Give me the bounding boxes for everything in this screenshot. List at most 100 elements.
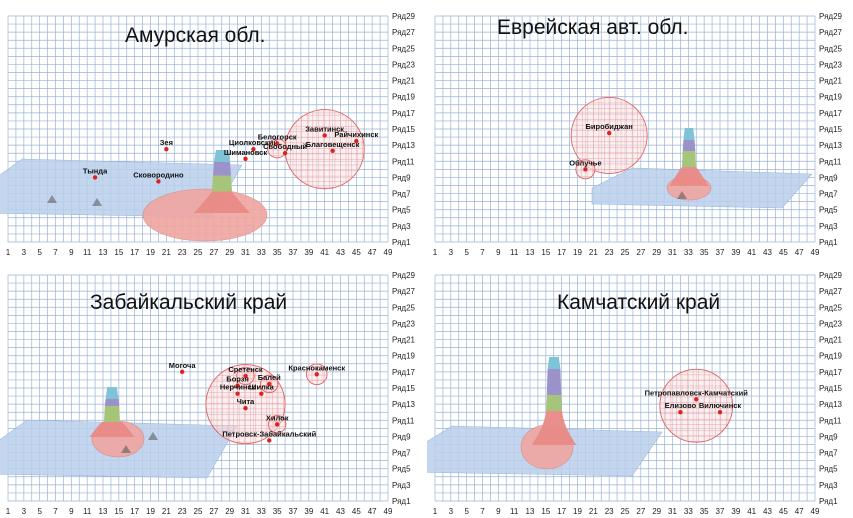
x-tick-label: 49 [811,507,820,516]
y-tick-label: Ряд7 [392,449,411,458]
y-tick-label: Ряд9 [819,173,838,182]
x-tick-label: 13 [526,507,535,516]
y-tick-label: Ряд25 [392,303,416,312]
city-label: Нерчинск [220,383,256,392]
x-tick-label: 47 [795,507,804,516]
x-tick-label: 31 [668,507,677,516]
chart-panel-zabaikal: 1 3 5 7 9 11 13 15 17 19 21 23 25 27 29 31 33 35 37 39 41 43 4… [0,259,426,518]
x-tick-label: 23 [605,507,614,516]
x-tick-label: 7 [53,248,58,257]
x-tick-label: 5 [37,248,42,257]
city-marker [694,397,699,402]
y-tick-label: Ряд29 [392,12,416,21]
x-tick-label: 31 [241,507,250,516]
city-label: Циолковский [229,138,278,147]
y-tick-label: Ряд1 [392,497,411,506]
x-tick-label: 47 [368,507,377,516]
highlight-circle-grid [268,415,286,433]
x-tick-label: 33 [684,248,693,257]
x-tick-label: 29 [225,248,234,257]
city-label: Свободный [263,142,307,151]
y-tick-label: Ряд21 [819,336,843,345]
surface-3d [427,357,663,477]
city-marker [235,391,240,396]
x-tick-label: 23 [178,248,187,257]
y-tick-label: Ряд1 [819,238,838,247]
x-tick-label: 11 [510,507,519,516]
y-tick-label: Ряд3 [819,481,838,490]
x-tick-label: 43 [763,248,772,257]
y-tick-label: Ряд17 [819,109,843,118]
y-tick-label: Ряд27 [392,287,416,296]
x-tick-label: 1 [433,248,438,257]
y-tick-label: Ряд3 [819,222,838,231]
x-tick-label: 35 [700,507,709,516]
x-tick-label: 7 [480,507,485,516]
y-tick-label: Ряд21 [392,336,416,345]
highlight-circle [267,138,288,159]
y-tick-label: Ряд13 [819,400,843,409]
x-tick-label: 9 [69,507,74,516]
surface-3d [591,128,813,209]
highlight-circle-grid [285,109,365,189]
peak-upper [104,399,120,406]
city-marker [259,391,264,396]
x-tick-label: 11 [83,248,92,257]
city-marker [314,372,319,377]
x-tick-label: 21 [162,248,171,257]
surface-bump [121,445,131,453]
x-tick-label: 43 [336,248,345,257]
x-tick-label: 11 [510,248,519,257]
y-tick-label: Ряд29 [819,271,843,280]
surface-bump [677,191,687,199]
x-tick-label: 33 [684,507,693,516]
x-tick-label: 31 [668,248,677,257]
x-tick-label: 15 [114,507,123,516]
y-tick-label: Ряд17 [819,368,843,377]
chart-title-amur: Амурская обл. [125,24,266,47]
city-marker [282,151,288,156]
city-marker [717,410,723,415]
peak-base [89,421,135,437]
x-tick-label: 39 [731,507,740,516]
y-tick-label: Ряд15 [392,384,416,393]
x-tick-label: 27 [209,507,218,516]
city-marker [267,438,272,443]
y-tick-label: Ряд23 [392,60,416,69]
city-marker [179,369,185,375]
city-marker [243,156,248,162]
chart-title-kamchatka: Камчатский край [557,291,721,314]
y-tick-label: Ряд21 [819,77,843,86]
chart-svg-kamchatka: 1 3 5 7 9 11 13 15 17 19 21 23 25 27 29 31 33 35 37 39 41 43 4… [427,271,843,516]
highlight-circle-grid [659,369,733,443]
y-tick-label: Ряд5 [819,465,838,474]
chart-panel-amur: 1 3 5 7 9 11 13 15 17 19 21 23 25 27 29 31 33 35 37 39 41 43 4… [0,0,426,259]
x-tick-label: 19 [146,507,155,516]
peak-mid [104,406,120,422]
y-tick-label: Ряд27 [819,28,843,37]
x-tick-label: 13 [99,248,108,257]
y-tick-label: Ряд23 [819,60,843,69]
x-tick-label: 35 [273,248,282,257]
city-label: Биробиджан [586,122,633,131]
x-tick-label: 15 [541,248,550,257]
x-tick-label: 25 [194,248,203,257]
x-tick-label: 49 [384,507,393,516]
x-tick-label: 29 [652,248,661,257]
city-label: Райчихинск [334,130,378,139]
x-tick-label: 35 [273,507,282,516]
x-tick-label: 37 [289,507,298,516]
city-marker [164,146,169,152]
y-tick-label: Ряд25 [819,44,843,53]
x-tick-label: 49 [811,248,820,257]
city-label: Вилючинск [699,401,742,410]
x-tick-label: 5 [464,507,469,516]
y-tick-label: Ряд23 [392,319,416,328]
surface-3d [0,150,268,242]
y-tick-label: Ряд1 [392,238,411,247]
y-tick-label: Ряд3 [392,222,411,231]
x-tick-label: 31 [241,248,250,257]
x-tick-label: 27 [636,248,645,257]
city-label: Зея [160,138,173,147]
city-marker [243,373,248,379]
